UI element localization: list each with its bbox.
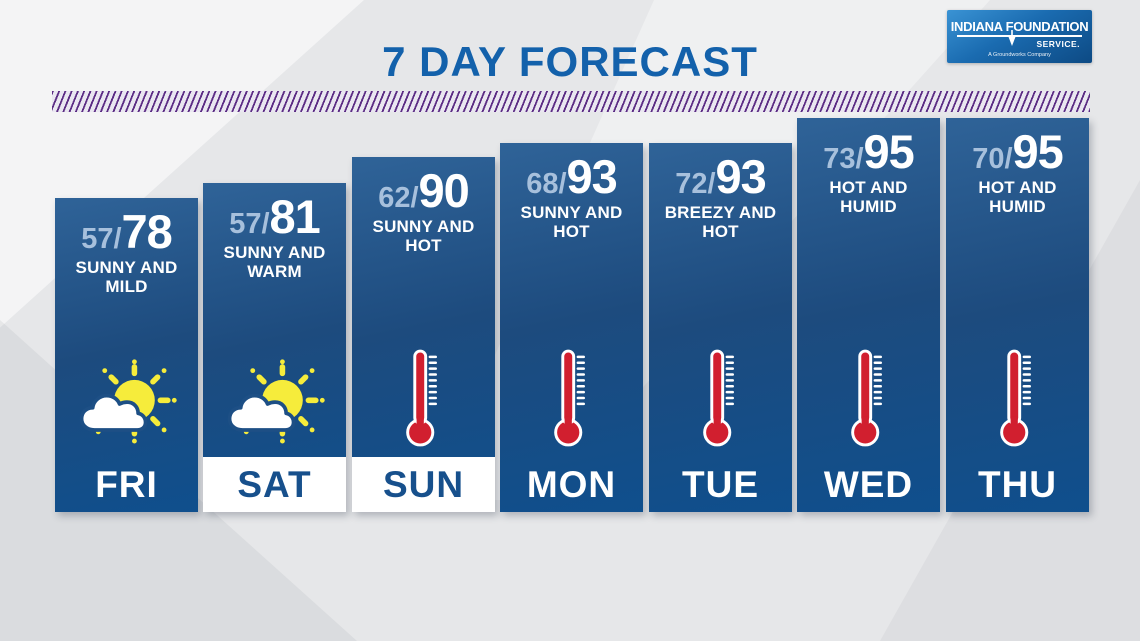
low-temp: 62/	[378, 182, 419, 214]
weather-icon-area	[797, 216, 940, 457]
temperature-row: 70/95	[946, 125, 1089, 178]
weather-icon-area	[203, 281, 346, 457]
weather-icon-area	[649, 241, 792, 457]
high-temp: 95	[1012, 125, 1064, 178]
partly-cloudy-icon	[227, 359, 325, 444]
weather-icon-area	[500, 241, 643, 457]
day-label: THU	[977, 463, 1058, 505]
sponsor-logo-service: SERVICE.	[1036, 38, 1080, 49]
temperature-row: 73/95	[797, 125, 940, 178]
page-title: 7 DAY FORECAST	[382, 38, 758, 85]
condition-text: SUNNY AND MILD	[75, 258, 178, 296]
sponsor-logo-name: INDIANA FOUNDATION	[950, 19, 1089, 34]
high-temp: 81	[269, 190, 321, 243]
low-temp: 70/	[972, 143, 1013, 175]
day-label: SAT	[203, 457, 346, 512]
sponsor-logo: INDIANA FOUNDATION SERVICE. A Groundwork…	[947, 10, 1092, 63]
high-temp: 90	[418, 164, 470, 217]
condition-text: SUNNY AND WARM	[223, 243, 326, 281]
partly-cloudy-icon	[79, 359, 177, 444]
trowel-icon	[1007, 30, 1017, 46]
day-label: FRI	[95, 463, 158, 505]
forecast-day-card: 72/93 BREEZY AND HOT	[649, 143, 792, 512]
weather-icon-area	[352, 255, 495, 457]
day-label: TUE	[682, 463, 759, 505]
weather-icon-area	[55, 296, 198, 457]
forecast-day-card: 57/81 SUNNY AND WARM	[203, 183, 346, 512]
temperature-row: 57/78	[55, 205, 198, 258]
low-temp: 57/	[81, 223, 122, 255]
low-temp: 57/	[229, 208, 270, 240]
condition-text: SUNNY AND HOT	[520, 203, 623, 241]
forecast-day-card: 70/95 HOT AND HUMID	[946, 118, 1089, 512]
low-temp: 68/	[526, 168, 567, 200]
day-label: SUN	[352, 457, 495, 512]
day-label: WED	[823, 463, 914, 505]
weather-icon-area	[946, 216, 1089, 457]
thermometer-icon	[553, 349, 585, 447]
temperature-row: 57/81	[203, 190, 346, 243]
low-temp: 72/	[675, 168, 716, 200]
thermometer-icon	[405, 349, 437, 447]
high-temp: 78	[121, 205, 173, 258]
condition-text: BREEZY AND HOT	[664, 203, 777, 241]
condition-text: SUNNY AND HOT	[372, 217, 475, 255]
high-temp: 93	[566, 150, 618, 203]
temperature-row: 68/93	[500, 150, 643, 203]
high-temp: 93	[715, 150, 767, 203]
high-temp: 95	[863, 125, 915, 178]
thermometer-icon	[999, 349, 1031, 447]
thermometer-icon	[850, 349, 882, 447]
sponsor-logo-tagline: A Groundworks Company	[988, 51, 1051, 58]
condition-text: HOT AND HUMID	[829, 178, 908, 216]
forecast-day-card: 73/95 HOT AND HUMID	[797, 118, 940, 512]
temperature-row: 72/93	[649, 150, 792, 203]
thermometer-icon	[702, 349, 734, 447]
forecast-day-card: 57/78 SUNNY AND MILD	[55, 198, 198, 512]
day-label: MON	[526, 463, 617, 505]
forecast-day-card: 68/93 SUNNY AND HOT	[500, 143, 643, 512]
sponsor-logo-underline	[957, 35, 1082, 37]
condition-text: HOT AND HUMID	[978, 178, 1057, 216]
temperature-row: 62/90	[352, 164, 495, 217]
striped-divider	[52, 91, 1090, 112]
low-temp: 73/	[823, 143, 864, 175]
forecast-day-card: 62/90 SUNNY AND HOT	[352, 157, 495, 512]
